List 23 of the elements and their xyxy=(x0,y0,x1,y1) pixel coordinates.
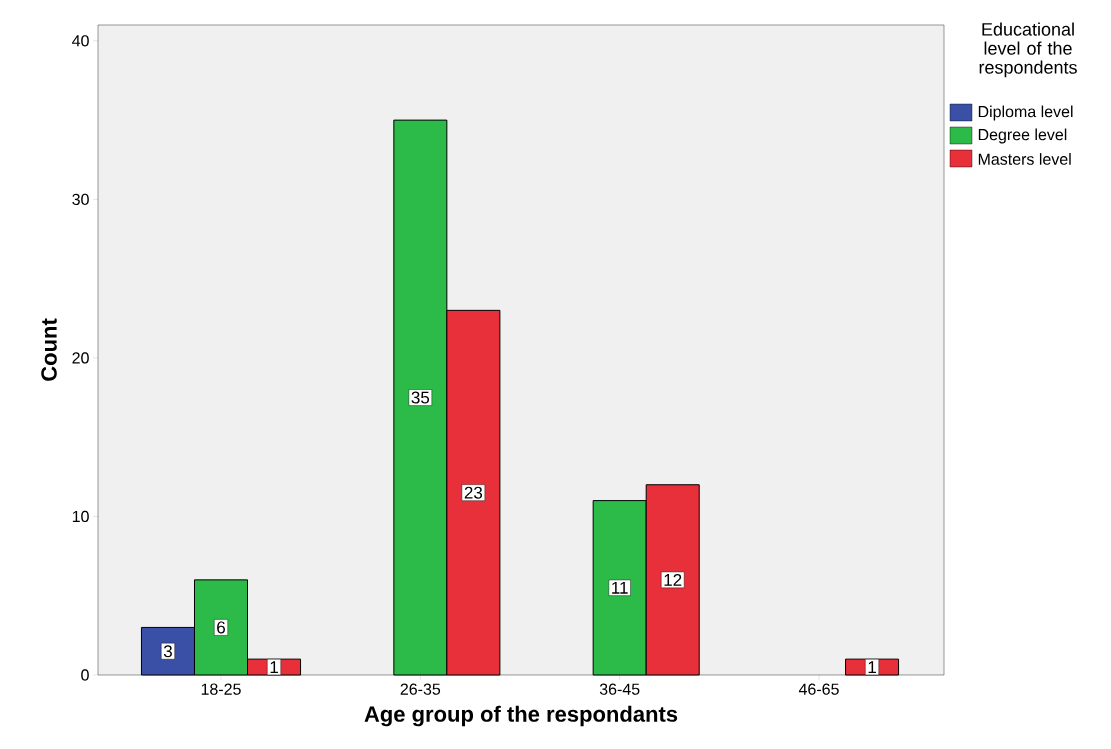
y-axis-title: Count xyxy=(41,318,57,381)
data-label: 6 xyxy=(217,621,225,634)
x-tick-label: 18-25 xyxy=(201,683,241,695)
y-tick-label: 30 xyxy=(72,193,89,206)
x-tick-label: 46-65 xyxy=(798,683,839,695)
data-label: 23 xyxy=(464,486,483,499)
legend-label: Diploma level xyxy=(978,105,1073,121)
legend-label: Degree level xyxy=(978,128,1067,144)
y-tick-label: 20 xyxy=(72,352,89,364)
data-label: 1 xyxy=(868,661,876,673)
legend-label: Masters level xyxy=(978,153,1071,165)
legend-title: Educational level of the respondents xyxy=(979,22,1077,78)
data-label: 35 xyxy=(411,391,430,404)
data-label: 1 xyxy=(270,661,278,673)
data-label: 3 xyxy=(163,645,172,658)
y-tick-label: 40 xyxy=(72,35,89,47)
data-label: 11 xyxy=(612,581,628,594)
x-tick-label: 36-45 xyxy=(599,683,640,695)
y-tick-label: 0 xyxy=(81,669,89,681)
data-label: 12 xyxy=(664,573,682,586)
y-tick-label: 10 xyxy=(72,510,89,523)
x-tick-label: 26-35 xyxy=(400,683,441,695)
x-axis-title: Age group of the respondants xyxy=(364,705,678,727)
